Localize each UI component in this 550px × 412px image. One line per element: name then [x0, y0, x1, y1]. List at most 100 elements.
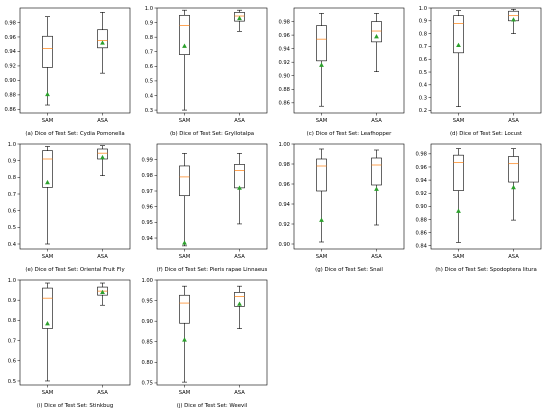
x-tick-label: ASA: [508, 118, 519, 124]
y-tick-label: 0.94: [4, 49, 16, 55]
y-tick-label: 0.8: [419, 31, 427, 37]
mean-marker: [374, 34, 379, 39]
axes-frame: [430, 143, 542, 250]
axes-frame: [156, 143, 268, 250]
y-tick-label: 0.92: [278, 60, 290, 66]
chart-panel: 0.84 0.86 0.88 0.90 0.92 0.94 0.96 0.98 SAM ASA (h…: [415, 143, 542, 273]
chart-panel: 0.3 0.4 0.5 0.6 0.7 0.8 0.9 1.0 SAM ASA (b) Dice o…: [145, 6, 268, 137]
axes-frame: [19, 7, 131, 114]
iqr-box: [42, 150, 53, 188]
chart-panel: 0.75 0.80 0.85 0.90 0.95 1.00 SAM ASA (j) Dice o…: [141, 278, 268, 409]
y-tick-label: 0.97: [141, 189, 153, 195]
x-tick-label: ASA: [234, 390, 245, 396]
chart-caption: (f) Dice of Test Set: Pieris rapae Linna…: [157, 267, 268, 273]
y-tick-label: 0.92: [415, 191, 427, 197]
y-tick-label: 0.7: [8, 338, 16, 344]
x-tick-label: SAM: [316, 254, 327, 260]
iqr-box: [234, 12, 245, 22]
mean-marker: [511, 184, 516, 190]
chart-panel: 0.94 0.95 0.96 0.97 0.98 0.99 SAM ASA (f) Dice o…: [141, 143, 268, 273]
x-tick-label: SAM: [179, 118, 190, 124]
y-tick-label: 0.98: [415, 152, 427, 158]
y-tick-label: 0.96: [141, 204, 153, 210]
y-tick-label: 0.7: [419, 44, 427, 50]
y-tick-label: 0.3: [145, 108, 153, 114]
x-tick-label: SAM: [179, 254, 190, 260]
y-tick-label: 0.98: [141, 173, 153, 179]
y-tick-label: 0.94: [278, 46, 290, 52]
y-tick-label: 0.98: [278, 162, 290, 168]
y-tick-label: 0.5: [8, 379, 16, 385]
iqr-box: [234, 292, 245, 307]
y-tick-label: 0.8: [145, 35, 153, 41]
y-tick-label: 0.96: [415, 165, 427, 171]
y-tick-label: 1.00: [278, 142, 290, 148]
y-tick-label: 0.2: [419, 108, 427, 114]
y-tick-label: 0.8: [8, 318, 16, 324]
mean-marker: [182, 240, 187, 245]
iqr-box: [316, 25, 327, 62]
mean-marker: [237, 185, 242, 190]
y-tick-label: 0.6: [419, 57, 427, 63]
y-tick-label: 0.98: [4, 20, 16, 26]
y-tick-label: 0.85: [141, 340, 153, 346]
x-tick-label: ASA: [508, 254, 519, 260]
chart-panel: 0.86 0.88 0.90 0.92 0.94 0.96 0.98 SAM ASA (a) Di…: [4, 7, 131, 137]
y-tick-label: 0.5: [145, 79, 153, 85]
iqr-box: [316, 158, 327, 192]
y-tick-label: 0.94: [278, 202, 290, 208]
iqr-box: [453, 154, 464, 191]
chart-caption: (e) Dice of Test Set: Oriental Fruit Fly: [25, 267, 125, 273]
iqr-box: [97, 29, 108, 49]
iqr-box: [371, 157, 382, 186]
mean-marker: [456, 208, 461, 213]
axes-frame: [19, 279, 131, 386]
mean-marker: [182, 43, 187, 48]
mean-marker: [182, 337, 187, 342]
y-tick-label: 0.88: [415, 217, 427, 223]
y-tick-label: 0.84: [415, 244, 427, 250]
iqr-box: [42, 35, 53, 68]
x-tick-label: ASA: [234, 254, 245, 260]
chart-caption: (d) Dice of Test Set: Locust: [450, 131, 522, 137]
chart-panel: 0.90 0.92 0.94 0.96 0.98 1.00 SAM ASA (g) Dice o…: [278, 142, 405, 273]
axes-frame: [430, 7, 542, 114]
chart-panel: 0.2 0.3 0.4 0.5 0.6 0.7 0.8 0.9 1.0 SAM ASA (d) Dic…: [419, 6, 542, 137]
chart-caption: (j) Dice of Test Set: Weevil: [177, 403, 248, 409]
axes-frame: [293, 143, 405, 250]
mean-marker: [319, 62, 324, 67]
mean-marker: [237, 15, 242, 21]
iqr-box: [508, 156, 519, 183]
y-tick-label: 0.90: [4, 78, 16, 84]
chart-caption: (b) Dice of Test Set: Gryllotalpa: [170, 131, 254, 137]
y-tick-label: 0.75: [141, 381, 153, 387]
y-tick-label: 0.80: [141, 360, 153, 366]
iqr-box: [453, 15, 464, 54]
y-tick-label: 0.86: [415, 230, 427, 236]
x-tick-label: SAM: [453, 254, 464, 260]
y-tick-label: 0.88: [4, 93, 16, 99]
iqr-box: [234, 164, 245, 189]
y-tick-label: 0.94: [415, 178, 427, 184]
y-tick-label: 0.4: [8, 242, 17, 248]
mean-marker: [374, 186, 379, 191]
y-tick-label: 1.00: [141, 278, 153, 284]
y-tick-label: 0.86: [278, 101, 290, 107]
y-tick-label: 0.7: [8, 192, 16, 198]
y-tick-label: 0.95: [141, 298, 153, 304]
y-tick-label: 0.90: [278, 74, 290, 80]
mean-marker: [45, 179, 50, 185]
y-tick-label: 0.94: [141, 236, 153, 242]
y-tick-label: 0.88: [278, 87, 290, 93]
y-tick-label: 0.7: [145, 50, 153, 56]
x-tick-label: SAM: [42, 118, 53, 124]
y-tick-label: 1.0: [8, 278, 16, 284]
y-tick-label: 0.3: [419, 95, 427, 101]
mean-marker: [237, 301, 242, 306]
x-tick-label: SAM: [453, 118, 464, 124]
chart-panel: 0.4 0.5 0.6 0.7 0.8 0.9 1.0 SAM ASA (e) Dice of T…: [8, 142, 131, 273]
mean-marker: [100, 40, 105, 45]
y-tick-label: 0.99: [141, 157, 153, 163]
y-tick-label: 0.8: [8, 175, 16, 181]
